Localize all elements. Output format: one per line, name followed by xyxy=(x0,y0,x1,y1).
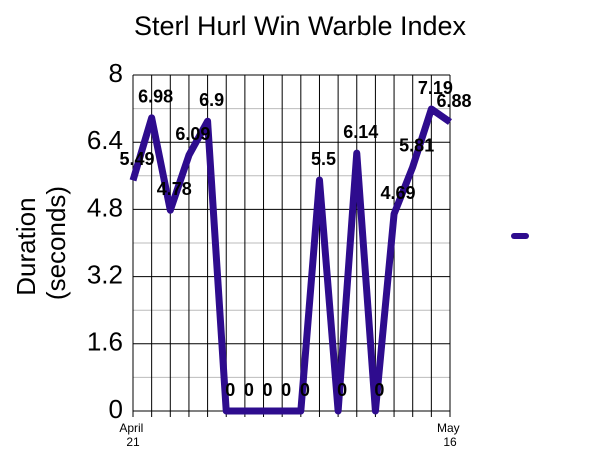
data-label: 0 xyxy=(281,380,291,400)
y-axis-label: Duration (seconds) xyxy=(11,186,71,300)
y-tick-label: 8 xyxy=(109,58,123,88)
data-label: 0 xyxy=(263,380,273,400)
data-label: 6.88 xyxy=(436,91,471,111)
chart-title: Sterl Hurl Win Warble Index xyxy=(134,11,467,41)
data-label: 5.49 xyxy=(119,149,154,169)
data-label: 7.19 xyxy=(418,78,453,98)
data-label: 0 xyxy=(300,380,310,400)
data-label: 0 xyxy=(244,380,254,400)
data-label: 4.78 xyxy=(157,179,192,199)
data-label: 5.81 xyxy=(399,136,434,156)
data-label: 5.5 xyxy=(311,149,336,169)
data-label: 4.69 xyxy=(381,183,416,203)
data-label: 0 xyxy=(337,380,347,400)
y-tick-label: 4.8 xyxy=(87,192,123,222)
data-label: 0 xyxy=(374,380,384,400)
y-tick-label: 0 xyxy=(109,394,123,424)
data-label: 0 xyxy=(225,380,235,400)
data-line xyxy=(129,105,453,415)
y-tick-label: 1.6 xyxy=(87,327,123,357)
data-label: 6.9 xyxy=(199,90,224,110)
x-tick-label: April 21 xyxy=(119,421,146,449)
y-tick-label: 3.2 xyxy=(87,259,123,289)
data-label: 6.14 xyxy=(343,122,378,142)
x-tick-label: May 16 xyxy=(437,421,463,449)
y-tick-label: 6.4 xyxy=(87,125,123,155)
data-label: 6.09 xyxy=(175,124,210,144)
data-label: 6.98 xyxy=(138,87,173,107)
